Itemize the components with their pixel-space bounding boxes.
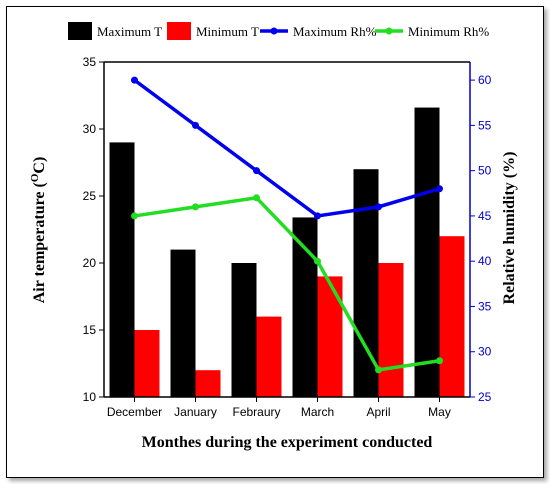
point-maximum-rh--0 xyxy=(131,76,138,84)
x-tick-label: April xyxy=(366,405,390,419)
point-maximum-rh--1 xyxy=(192,121,199,129)
legend-label-minimum-rh-: Minimum Rh% xyxy=(408,24,489,39)
point-minimum-rh--2 xyxy=(253,194,260,202)
point-minimum-rh--4 xyxy=(375,366,382,374)
legend-swatch-minimum-t xyxy=(167,22,191,40)
bar-maximum-t-0 xyxy=(109,142,135,397)
y-tick-label: 25 xyxy=(83,189,97,203)
y-axis-label-superscript: O xyxy=(29,173,41,182)
y2-tick-label: 40 xyxy=(478,254,492,268)
legend-swatch-maximum-t xyxy=(68,22,92,40)
y2-tick-label: 60 xyxy=(478,73,492,87)
y-tick-label: 15 xyxy=(83,323,97,337)
bar-minimum-t-3 xyxy=(317,276,343,397)
bar-minimum-t-0 xyxy=(134,330,160,397)
y-tick-label: 10 xyxy=(83,390,97,404)
bar-maximum-t-2 xyxy=(231,263,257,397)
legend: Maximum T Minimum T Maximum Rh% Minimum Rh% xyxy=(68,22,489,40)
y-axis-label: Air temperature (OC) xyxy=(29,157,48,304)
y-tick-label: 35 xyxy=(83,55,97,69)
x-tick-label: December xyxy=(107,405,162,419)
bars-layer xyxy=(109,107,465,397)
y-tick-label: 30 xyxy=(83,122,97,136)
point-minimum-rh--1 xyxy=(192,203,199,211)
line-minimum-rh- xyxy=(134,195,440,372)
axes-layer: 10 15 20 25 30 35 25 30 35 40 45 50 55 60 December Janu… xyxy=(83,55,492,419)
point-minimum-rh--3 xyxy=(314,257,321,265)
y2-tick-label: 35 xyxy=(478,299,492,313)
bar-minimum-t-4 xyxy=(378,263,404,397)
legend-label-maximum-rh-: Maximum Rh% xyxy=(293,24,377,39)
legend-marker-minimum-rh- xyxy=(385,27,393,35)
y2-tick-label: 30 xyxy=(478,345,492,359)
bar-minimum-t-5 xyxy=(439,236,465,397)
point-minimum-rh--0 xyxy=(131,212,138,220)
y-axis-label-main: Air temperature ( xyxy=(31,182,48,303)
legend-marker-maximum-rh- xyxy=(270,27,278,35)
legend-label-maximum-t: Maximum T xyxy=(97,24,162,39)
lines-layer xyxy=(131,76,443,374)
x-tick-label: January xyxy=(174,405,217,419)
point-maximum-rh--2 xyxy=(253,167,260,175)
bar-maximum-t-1 xyxy=(170,249,196,397)
x-tick-label: March xyxy=(301,405,334,419)
y2-tick-label: 55 xyxy=(478,118,492,132)
x-tick-label: Febraury xyxy=(232,405,280,419)
legend-label-minimum-t: Minimum T xyxy=(196,24,259,39)
y-tick-label: 20 xyxy=(83,256,97,270)
line-maximum-rh- xyxy=(133,78,440,218)
bar-maximum-t-3 xyxy=(292,217,318,397)
y-axis-label-unit: C) xyxy=(31,157,48,174)
point-maximum-rh--5 xyxy=(436,185,443,193)
y2-tick-label: 25 xyxy=(478,390,492,404)
x-axis-label: Monthes during the experiment conducted xyxy=(142,434,433,451)
x-tick-label: May xyxy=(428,405,451,419)
y2-axis-label: Relative humidity (%) xyxy=(501,152,518,305)
bar-minimum-t-2 xyxy=(256,316,282,397)
point-minimum-rh--5 xyxy=(436,357,443,365)
point-maximum-rh--3 xyxy=(314,212,321,220)
bar-maximum-t-5 xyxy=(414,107,440,397)
y2-tick-label: 50 xyxy=(478,164,492,178)
y2-tick-label: 45 xyxy=(478,209,492,223)
bar-minimum-t-1 xyxy=(195,370,221,397)
point-maximum-rh--4 xyxy=(375,203,382,211)
